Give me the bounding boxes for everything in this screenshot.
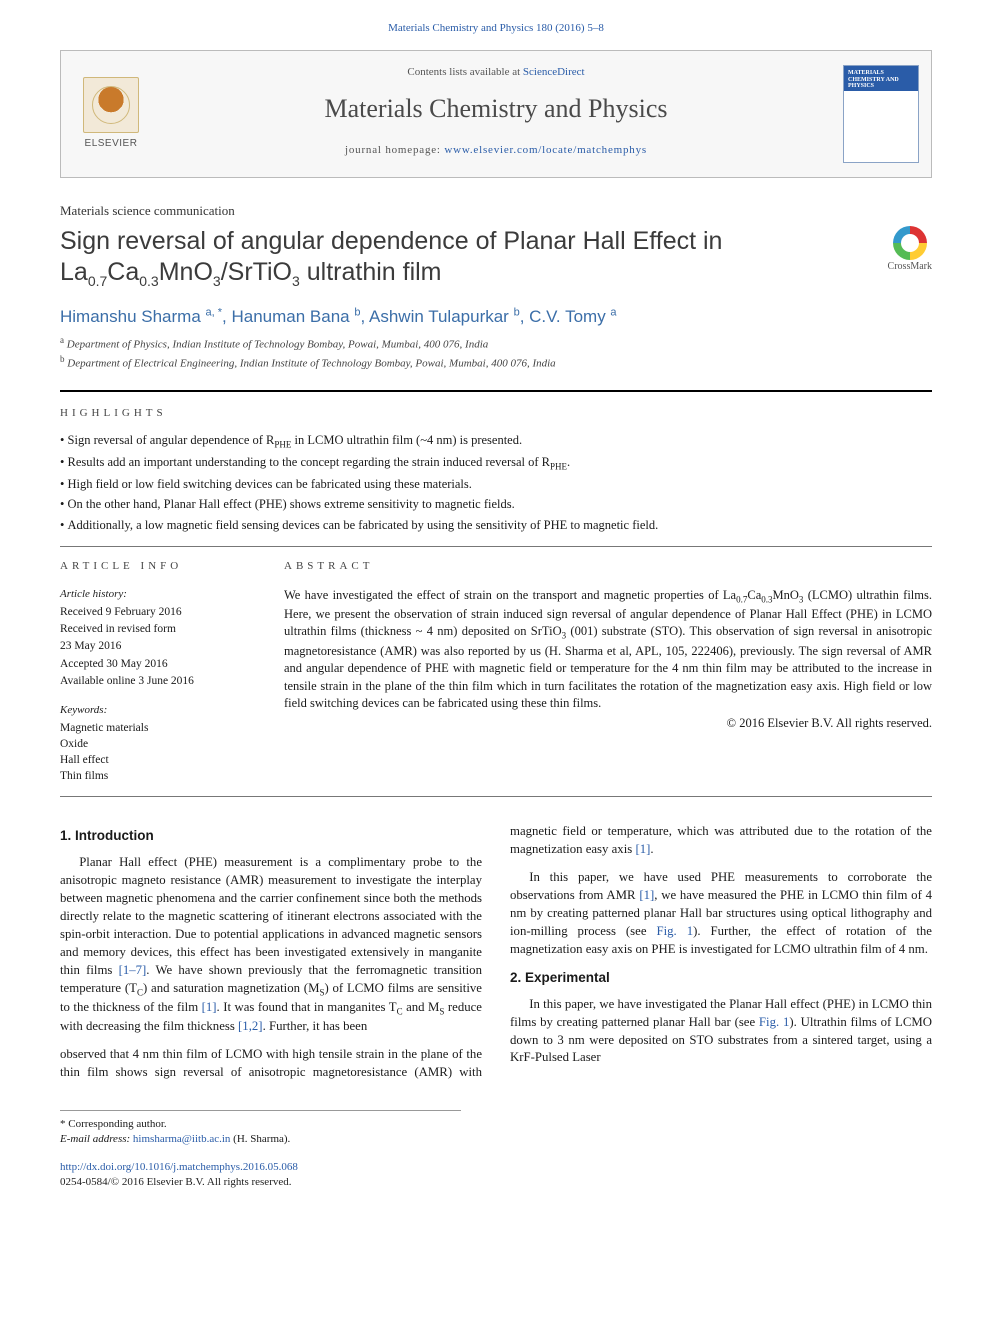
highlight-item: Additionally, a low magnetic field sensi…	[60, 517, 932, 535]
doi-block: http://dx.doi.org/10.1016/j.matchemphys.…	[60, 1160, 932, 1191]
rule-bold	[60, 390, 932, 392]
experimental-paragraph: In this paper, we have investigated the …	[510, 996, 932, 1068]
sciencedirect-line: Contents lists available at ScienceDirec…	[171, 65, 821, 80]
author: Hanuman Bana b	[231, 307, 360, 326]
intro-paragraph-2: In this paper, we have used PHE measurem…	[510, 869, 932, 959]
highlight-item: Results add an important understanding t…	[60, 454, 932, 473]
author: Himanshu Sharma a, *	[60, 307, 222, 326]
article-type: Materials science communication	[60, 202, 932, 220]
experimental-heading: 2. Experimental	[510, 969, 932, 988]
sciencedirect-link[interactable]: ScienceDirect	[523, 66, 585, 78]
keywords-heading: Keywords:	[60, 703, 256, 718]
abstract-copyright: © 2016 Elsevier B.V. All rights reserved…	[284, 715, 932, 733]
publisher-block: ELSEVIER	[61, 51, 161, 176]
highlight-item: On the other hand, Planar Hall effect (P…	[60, 496, 932, 514]
homepage-prefix: journal homepage:	[345, 144, 444, 156]
elsevier-logo-icon	[83, 77, 139, 133]
journal-name: Materials Chemistry and Physics	[171, 91, 821, 127]
highlights-heading: HIGHLIGHTS	[60, 406, 932, 421]
journal-masthead: ELSEVIER Contents lists available at Sci…	[60, 50, 932, 177]
article-info-column: ARTICLE INFO Article history: Received 9…	[60, 559, 256, 784]
corresponding-email-link[interactable]: himsharma@iitb.ac.in	[133, 1133, 231, 1145]
email-line: E-mail address: himsharma@iitb.ac.in (H.…	[60, 1132, 461, 1147]
journal-homepage-link[interactable]: www.elsevier.com/locate/matchemphys	[444, 144, 647, 156]
history-line: 23 May 2016	[60, 638, 256, 654]
history-heading: Article history:	[60, 587, 256, 602]
cover-block: MATERIALS CHEMISTRY AND PHYSICS	[831, 51, 931, 176]
author: Ashwin Tulapurkar b	[369, 307, 520, 326]
doi-link[interactable]: http://dx.doi.org/10.1016/j.matchemphys.…	[60, 1161, 298, 1173]
email-suffix: (H. Sharma).	[233, 1133, 290, 1145]
elsevier-label: ELSEVIER	[85, 137, 138, 151]
keywords-block: Keywords: Magnetic materialsOxideHall ef…	[60, 703, 256, 785]
intro-heading: 1. Introduction	[60, 827, 482, 846]
keyword: Hall effect	[60, 752, 256, 768]
footnotes: * Corresponding author. E-mail address: …	[60, 1110, 461, 1148]
highlight-item: Sign reversal of angular dependence of R…	[60, 432, 932, 451]
email-label: E-mail address:	[60, 1133, 133, 1145]
body-text: 1. Introduction Planar Hall effect (PHE)…	[60, 823, 932, 1081]
journal-reference: Materials Chemistry and Physics 180 (201…	[388, 22, 604, 34]
intro-paragraph: Planar Hall effect (PHE) measurement is …	[60, 854, 482, 1036]
keyword: Oxide	[60, 736, 256, 752]
rule-thin-1	[60, 546, 932, 547]
affiliation: b Department of Electrical Engineering, …	[60, 353, 932, 372]
journal-cover-icon: MATERIALS CHEMISTRY AND PHYSICS	[843, 65, 919, 163]
history-line: Received in revised form	[60, 621, 256, 637]
page-header: Materials Chemistry and Physics 180 (201…	[0, 0, 992, 42]
affiliation-list: a Department of Physics, Indian Institut…	[60, 334, 932, 372]
keyword: Thin films	[60, 768, 256, 784]
abstract-text: We have investigated the effect of strai…	[284, 587, 932, 713]
corresponding-author: * Corresponding author.	[60, 1117, 461, 1132]
highlights-list: Sign reversal of angular dependence of R…	[60, 432, 932, 535]
crossmark-icon	[893, 226, 927, 260]
crossmark-label: CrossMark	[888, 260, 932, 274]
issn-copyright: 0254-0584/© 2016 Elsevier B.V. All right…	[60, 1176, 292, 1188]
article-title: Sign reversal of angular dependence of P…	[60, 226, 870, 291]
abstract-heading: ABSTRACT	[284, 559, 932, 574]
cover-title: MATERIALS CHEMISTRY AND PHYSICS	[848, 70, 914, 90]
highlight-item: High field or low field switching device…	[60, 476, 932, 494]
homepage-line: journal homepage: www.elsevier.com/locat…	[171, 143, 821, 158]
history-line: Received 9 February 2016	[60, 604, 256, 620]
keyword: Magnetic materials	[60, 720, 256, 736]
history-line: Available online 3 June 2016	[60, 673, 256, 689]
crossmark-badge[interactable]: CrossMark	[888, 226, 932, 274]
article-info-heading: ARTICLE INFO	[60, 559, 256, 574]
author: C.V. Tomy a	[529, 307, 616, 326]
abstract-column: ABSTRACT We have investigated the effect…	[284, 559, 932, 784]
sd-prefix: Contents lists available at	[407, 66, 522, 78]
author-list: Himanshu Sharma a, *, Hanuman Bana b, As…	[60, 305, 932, 329]
rule-thin-2	[60, 796, 932, 797]
masthead-center: Contents lists available at ScienceDirec…	[161, 51, 831, 176]
affiliation: a Department of Physics, Indian Institut…	[60, 334, 932, 353]
history-line: Accepted 30 May 2016	[60, 656, 256, 672]
article-history: Article history: Received 9 February 201…	[60, 587, 256, 689]
highlights-section: HIGHLIGHTS Sign reversal of angular depe…	[60, 406, 932, 534]
